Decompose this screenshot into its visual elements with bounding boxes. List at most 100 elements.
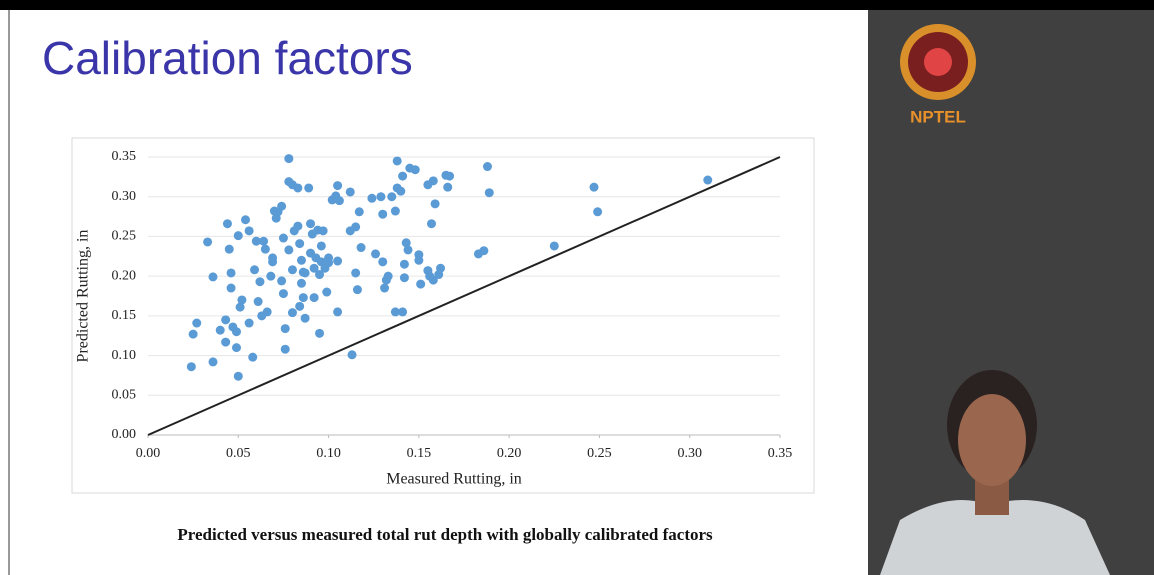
point xyxy=(259,236,269,246)
point xyxy=(226,283,236,293)
y-tick-label: 0.15 xyxy=(112,308,137,323)
point xyxy=(398,171,408,181)
point xyxy=(399,259,409,269)
point xyxy=(410,165,420,175)
point xyxy=(203,237,213,247)
point xyxy=(371,249,381,259)
point xyxy=(186,362,196,372)
point xyxy=(430,199,440,209)
presenter-body xyxy=(880,500,1110,575)
point xyxy=(322,287,332,297)
point xyxy=(260,244,270,254)
point xyxy=(262,307,272,317)
point xyxy=(287,308,297,318)
point xyxy=(345,187,355,197)
point xyxy=(255,277,265,287)
point xyxy=(309,293,319,303)
point xyxy=(277,276,287,286)
point xyxy=(309,263,319,273)
point xyxy=(298,293,308,303)
point xyxy=(414,255,424,265)
point xyxy=(268,253,278,263)
caption: Predicted versus measured total rut dept… xyxy=(177,525,713,544)
point xyxy=(351,268,361,278)
point xyxy=(593,207,603,217)
point xyxy=(300,268,310,278)
point xyxy=(351,222,361,232)
y-tick-label: 0.05 xyxy=(112,388,137,403)
point xyxy=(293,221,303,231)
point xyxy=(215,325,225,335)
point xyxy=(251,236,261,246)
point xyxy=(221,337,231,347)
point xyxy=(333,181,343,191)
point xyxy=(250,265,260,275)
point xyxy=(233,231,243,241)
y-tick-label: 0.35 xyxy=(112,149,137,164)
point xyxy=(333,256,343,266)
point xyxy=(428,275,438,285)
point xyxy=(244,226,254,236)
x-tick-label: 0.05 xyxy=(226,446,251,461)
point xyxy=(356,243,366,253)
x-tick-label: 0.00 xyxy=(136,446,161,461)
nptel-logo: NPTEL xyxy=(900,24,976,126)
point xyxy=(231,343,241,353)
point xyxy=(284,245,294,255)
point xyxy=(390,206,400,216)
point xyxy=(316,241,326,251)
point xyxy=(398,307,408,317)
point xyxy=(222,219,232,229)
point xyxy=(401,238,411,248)
reference-line xyxy=(147,156,781,436)
point xyxy=(237,295,247,305)
y-tick-label: 0.30 xyxy=(112,189,137,204)
point xyxy=(396,186,406,196)
point xyxy=(383,271,393,281)
y-axis-label: Predicted Rutting, in xyxy=(75,230,92,363)
point xyxy=(549,241,559,251)
point xyxy=(244,318,254,328)
point xyxy=(188,329,198,339)
point xyxy=(367,193,377,203)
point xyxy=(324,258,334,268)
point xyxy=(392,156,402,166)
point xyxy=(226,268,236,278)
point xyxy=(315,328,325,338)
point xyxy=(399,273,409,283)
point xyxy=(208,357,218,367)
point xyxy=(318,226,328,236)
point xyxy=(208,272,218,282)
x-tick-label: 0.10 xyxy=(316,446,341,461)
point xyxy=(482,162,492,172)
point xyxy=(231,327,241,337)
y-tick-label: 0.20 xyxy=(112,268,137,283)
point xyxy=(378,209,388,219)
point xyxy=(280,324,290,334)
point xyxy=(296,278,306,288)
x-axis-label: Measured Rutting, in xyxy=(386,471,522,488)
point xyxy=(277,201,287,211)
point xyxy=(376,192,386,202)
point xyxy=(390,307,400,317)
x-tick-label: 0.15 xyxy=(407,446,432,461)
point xyxy=(403,245,413,255)
point xyxy=(354,207,364,217)
point xyxy=(443,182,453,192)
point xyxy=(280,344,290,354)
point xyxy=(304,183,314,193)
point xyxy=(589,182,599,192)
point xyxy=(233,371,243,381)
point xyxy=(352,285,362,295)
point xyxy=(221,315,231,325)
point xyxy=(703,175,713,185)
point xyxy=(334,196,344,206)
point xyxy=(347,350,357,360)
y-tick-label: 0.10 xyxy=(112,348,137,363)
point xyxy=(445,171,455,181)
point xyxy=(192,318,202,328)
logo-text: NPTEL xyxy=(910,107,966,126)
point xyxy=(293,183,303,193)
point xyxy=(296,255,306,265)
